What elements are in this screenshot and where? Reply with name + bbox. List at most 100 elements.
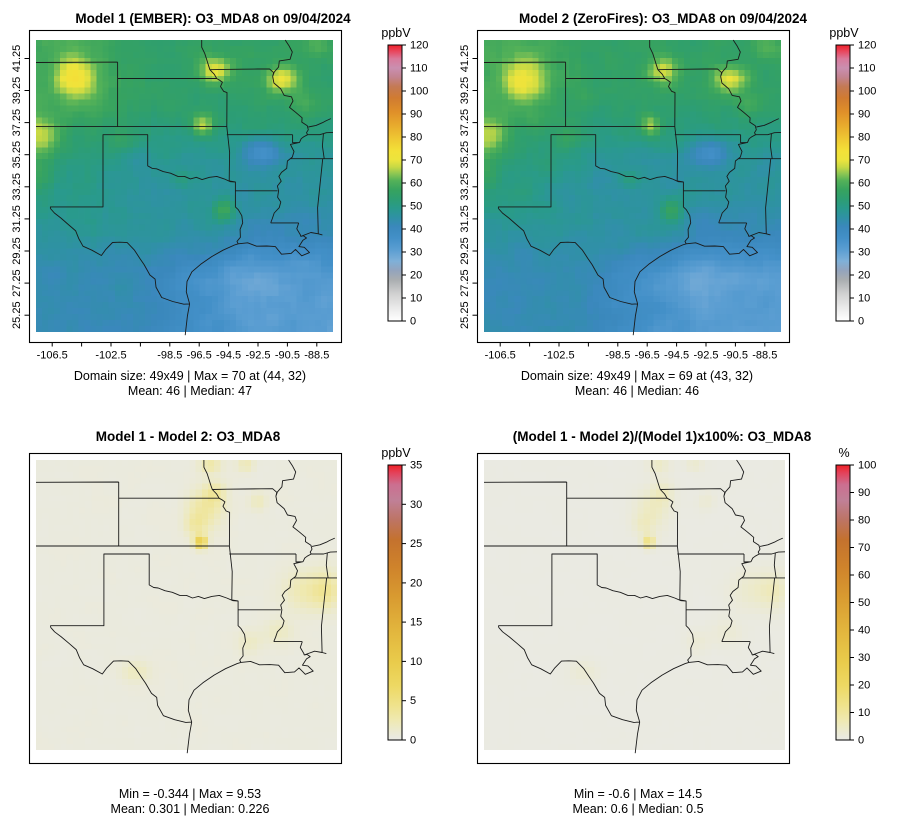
panel3-stats-line2: Mean: 0.301 | Median: 0.226 xyxy=(110,802,270,816)
svg-text:20: 20 xyxy=(858,680,870,692)
panel3-stats-line1: Min = -0.344 | Max = 9.53 xyxy=(118,787,262,801)
svg-text:-92.5: -92.5 xyxy=(693,350,718,362)
svg-text:0: 0 xyxy=(858,735,864,747)
svg-text:-98.5: -98.5 xyxy=(157,350,182,362)
svg-text:20: 20 xyxy=(858,270,870,282)
svg-text:110: 110 xyxy=(858,63,876,75)
svg-text:25: 25 xyxy=(410,538,422,550)
svg-text:-88.5: -88.5 xyxy=(752,350,777,362)
svg-text:41.25: 41.25 xyxy=(459,45,471,73)
svg-text:-96.5: -96.5 xyxy=(187,350,212,362)
panel4-stats-line1: Min = -0.6 | Max = 14.5 xyxy=(573,787,703,801)
svg-text:70: 70 xyxy=(858,542,870,554)
svg-text:35.25: 35.25 xyxy=(459,141,471,169)
svg-text:-102.5: -102.5 xyxy=(543,350,574,362)
svg-text:-106.5: -106.5 xyxy=(485,350,516,362)
svg-text:0: 0 xyxy=(410,735,416,747)
svg-text:33.25: 33.25 xyxy=(459,173,471,201)
svg-text:27.25: 27.25 xyxy=(459,269,471,297)
svg-text:110: 110 xyxy=(410,63,428,75)
svg-text:ppbV: ppbV xyxy=(381,26,411,40)
svg-text:0: 0 xyxy=(410,316,416,328)
svg-text:39.25: 39.25 xyxy=(459,77,471,105)
svg-text:ppbV: ppbV xyxy=(381,446,411,460)
svg-text:50: 50 xyxy=(410,201,422,213)
svg-text:90: 90 xyxy=(410,109,422,121)
svg-text:0: 0 xyxy=(858,316,864,328)
svg-text:30: 30 xyxy=(410,247,422,259)
svg-text:37.25: 37.25 xyxy=(11,109,23,137)
svg-text:31.25: 31.25 xyxy=(11,205,23,233)
svg-text:90: 90 xyxy=(858,487,870,499)
svg-text:100: 100 xyxy=(858,86,876,98)
svg-text:70: 70 xyxy=(410,155,422,167)
svg-text:15: 15 xyxy=(410,617,422,629)
svg-text:-90.5: -90.5 xyxy=(275,350,300,362)
panel3-title: Model 1 - Model 2: O3_MDA8 xyxy=(95,429,281,444)
svg-text:27.25: 27.25 xyxy=(11,269,23,297)
svg-text:30: 30 xyxy=(410,499,422,511)
panel1-stats-line1: Domain size: 49x49 | Max = 70 at (44, 32… xyxy=(73,369,307,383)
svg-text:29.25: 29.25 xyxy=(459,237,471,265)
panel4-stats: Min = -0.6 | Max = 14.5 Mean: 0.6 | Medi… xyxy=(458,787,818,817)
panel2-title: Model 2 (ZeroFires): O3_MDA8 on 09/04/20… xyxy=(518,11,808,26)
svg-text:80: 80 xyxy=(410,132,422,144)
svg-text:60: 60 xyxy=(858,178,870,190)
svg-text:80: 80 xyxy=(858,132,870,144)
svg-text:40: 40 xyxy=(410,224,422,236)
svg-text:31.25: 31.25 xyxy=(459,205,471,233)
svg-text:5: 5 xyxy=(410,695,416,707)
svg-text:50: 50 xyxy=(858,597,870,609)
svg-text:100: 100 xyxy=(410,86,428,98)
svg-text:60: 60 xyxy=(858,570,870,582)
svg-text:30: 30 xyxy=(858,247,870,259)
svg-text:41.25: 41.25 xyxy=(11,45,23,73)
svg-text:29.25: 29.25 xyxy=(11,237,23,265)
svg-text:50: 50 xyxy=(858,201,870,213)
svg-text:-106.5: -106.5 xyxy=(37,350,68,362)
svg-text:35: 35 xyxy=(410,460,422,472)
svg-text:-98.5: -98.5 xyxy=(605,350,630,362)
svg-text:39.25: 39.25 xyxy=(11,77,23,105)
svg-text:120: 120 xyxy=(858,40,876,52)
svg-text:-102.5: -102.5 xyxy=(95,350,126,362)
svg-text:90: 90 xyxy=(858,109,870,121)
panel2-stats: Domain size: 49x49 | Max = 69 at (43, 32… xyxy=(457,369,817,399)
svg-text:120: 120 xyxy=(410,40,428,52)
svg-text:-94.5: -94.5 xyxy=(216,350,241,362)
svg-text:20: 20 xyxy=(410,577,422,589)
svg-text:20: 20 xyxy=(410,270,422,282)
svg-text:100: 100 xyxy=(858,460,876,472)
panel1-ozone-heatmap xyxy=(36,40,333,332)
panel1-title: Model 1 (EMBER): O3_MDA8 on 09/04/2024 xyxy=(75,11,351,26)
panel4-stats-line2: Mean: 0.6 | Median: 0.5 xyxy=(572,802,704,816)
panel4-title: (Model 1 - Model 2)/(Model 1)x100%: O3_M… xyxy=(512,429,812,444)
svg-text:25.25: 25.25 xyxy=(11,301,23,329)
svg-text:30: 30 xyxy=(858,652,870,664)
panel3-difference-heatmap xyxy=(36,460,337,750)
svg-text:40: 40 xyxy=(858,625,870,637)
panel2-stats-line1: Domain size: 49x49 | Max = 69 at (43, 32… xyxy=(520,369,754,383)
svg-text:37.25: 37.25 xyxy=(459,109,471,137)
svg-text:10: 10 xyxy=(858,293,870,305)
svg-text:ppbV: ppbV xyxy=(829,26,859,40)
svg-text:33.25: 33.25 xyxy=(11,173,23,201)
panel1-stats-line2: Mean: 46 | Median: 47 xyxy=(127,384,253,398)
svg-text:-92.5: -92.5 xyxy=(245,350,270,362)
svg-text:%: % xyxy=(838,446,849,460)
svg-text:80: 80 xyxy=(858,515,870,527)
svg-text:-88.5: -88.5 xyxy=(304,350,329,362)
svg-text:70: 70 xyxy=(858,155,870,167)
panel2-ozone-heatmap xyxy=(484,40,781,332)
svg-text:25.25: 25.25 xyxy=(459,301,471,329)
svg-text:-96.5: -96.5 xyxy=(635,350,660,362)
panel2-stats-line2: Mean: 46 | Median: 46 xyxy=(574,384,700,398)
svg-text:10: 10 xyxy=(858,707,870,719)
panel1-stats: Domain size: 49x49 | Max = 70 at (44, 32… xyxy=(10,369,370,399)
svg-text:60: 60 xyxy=(410,178,422,190)
svg-text:40: 40 xyxy=(858,224,870,236)
svg-text:10: 10 xyxy=(410,656,422,668)
svg-text:35.25: 35.25 xyxy=(11,141,23,169)
panel4-percent-difference-heatmap xyxy=(484,460,785,750)
